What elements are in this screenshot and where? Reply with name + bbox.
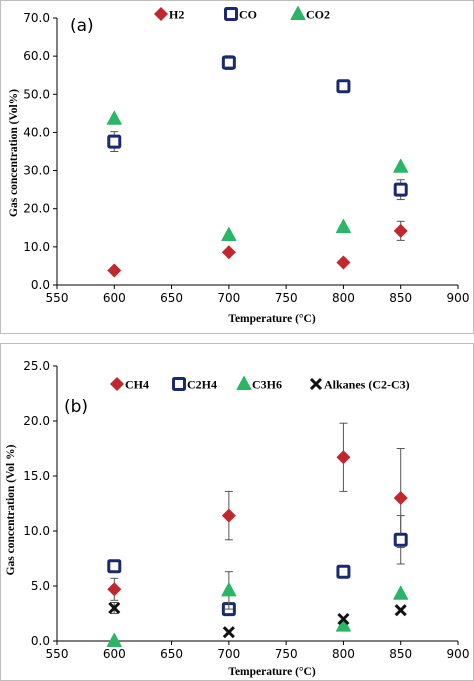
panel-b-legend-marker-c3h6: [236, 376, 252, 390]
panel-a-y-tick-label: 0.0: [31, 278, 50, 292]
panel-b-series-c2h4: [107, 515, 408, 617]
panel-a-legend-marker-h2: [154, 7, 168, 21]
panel-b-point-alkanes-c2-c3-stroke-2: [108, 601, 121, 615]
panel-a-x-tick-label: 800: [332, 291, 355, 305]
panel-b-x-tick-label: 750: [275, 647, 298, 661]
panel-b-series-alkanes-c2-c3: [108, 601, 407, 639]
panel-b-y-tick-label: 20.0: [23, 414, 50, 428]
panel-a-label: (a): [70, 16, 94, 36]
panel-a-legend-label-h2: H2: [169, 8, 184, 22]
panel-b-point-c3h6: [221, 582, 237, 597]
panel-b-legend-marker-alkanes-c2-c3-stroke-2: [309, 377, 323, 391]
panel-a-point-h2: [336, 255, 351, 270]
panel-b-x-tick-label: 650: [160, 647, 183, 661]
panel-a-legend-label-co2: CO2: [306, 8, 330, 22]
panel-b-label: (b): [64, 397, 88, 417]
panel-b-y-tick-label: 5.0: [31, 579, 50, 593]
panel-a-y-tick-label: 60.0: [23, 49, 50, 63]
panel-a-series-co: [107, 55, 408, 201]
panel-a: (a) Temperature (°C) Gas concentration (…: [0, 0, 474, 334]
panel-b-border: [0, 343, 474, 681]
panel-b-point-alkanes-c2-c3: [337, 612, 350, 626]
panel-a-point-h2: [393, 223, 408, 238]
panel-a-point-h2: [221, 245, 236, 260]
panel-a-series-h2: [107, 220, 408, 278]
panel-b-x-tick-label: 550: [46, 647, 69, 661]
panel-a-x-tick-label: 550: [46, 291, 69, 305]
panel-b-point-alkanes-c2-c3: [108, 601, 121, 615]
panel-a-point-co2: [106, 110, 122, 125]
panel-b-legend-label-alkanes-c2-c3: Alkanes (C2-C3): [324, 378, 410, 392]
panel-b-x-tick-label: 700: [217, 647, 240, 661]
panel-a-point-co: [336, 79, 351, 94]
panel-a-y-tick-label: 20.0: [23, 202, 50, 216]
panel-a-x-tick-label: 600: [103, 291, 126, 305]
panel-a-x-tick-label: 900: [447, 291, 470, 305]
panel-a-series-co2: [106, 110, 409, 242]
panel-a-legend-marker-co2: [290, 6, 306, 20]
panel-b-y-tick-label: 0.0: [31, 634, 50, 648]
panel-a-ylabel: Gas concentration (Vol%): [8, 89, 20, 217]
panel-a-point-co: [107, 134, 122, 149]
panel-b-point-ch4: [107, 582, 122, 597]
panel-b-legend-label-c3h6: C3H6: [252, 378, 282, 392]
panel-b-legend-ch4: CH4: [110, 377, 149, 392]
panel-b-legend-c2h4: C2H4: [172, 377, 217, 392]
panel-b-point-alkanes-c2-c3-stroke-2: [394, 604, 407, 617]
panel-a-y-tick-label: 10.0: [23, 240, 50, 254]
panel-a-point-co2: [393, 158, 409, 173]
panel-a-point-co2: [335, 219, 351, 234]
panel-b-point-ch4: [336, 450, 351, 465]
panel-b-legend-marker-ch4: [110, 377, 124, 391]
panel-b-point-alkanes-c2-c3-stroke-2: [222, 626, 235, 639]
panel-b-legend-label-c2h4: C2H4: [187, 378, 217, 392]
panel-b-point-c3h6: [106, 633, 122, 647]
panel-a-y-tick-label: 40.0: [23, 125, 50, 139]
panel-b-point-c2h4: [107, 559, 122, 574]
panel-b-point-c2h4: [393, 532, 408, 547]
panel-b-legend-alkanes-c2-c3: Alkanes (C2-C3): [309, 377, 410, 392]
panel-a-xlabel: Temperature (°C): [228, 313, 315, 325]
panel-b-legend-c3h6: C3H6: [236, 376, 282, 392]
panel-b-x-tick-label: 600: [103, 647, 126, 661]
panel-b-legend-marker-c2h4: [172, 377, 186, 391]
panel-a-legend-marker-co: [224, 7, 238, 21]
panel-b-legend-marker-alkanes-c2-c3: [309, 377, 323, 391]
panel-b-x-tick-label: 800: [332, 647, 355, 661]
panel-b-point-alkanes-c2-c3-stroke-2: [337, 612, 350, 626]
panel-b-ylabel: Gas concentration (Vol %): [5, 444, 17, 575]
panel-b-series-ch4: [107, 422, 408, 601]
panel-a-x-tick-label: 650: [160, 291, 183, 305]
panel-a-y-tick-label: 50.0: [23, 87, 50, 101]
panel-b-point-c2h4: [336, 564, 351, 579]
panel-b-legend-label-ch4: CH4: [125, 378, 149, 392]
panel-a-x-tick-label: 850: [389, 291, 412, 305]
panel-a-x-tick-label: 700: [217, 291, 240, 305]
panel-b-x-tick-label: 900: [447, 647, 470, 661]
panel-a-point-h2: [107, 263, 122, 278]
panel-b-y-tick-label: 10.0: [23, 524, 50, 538]
panel-a-y-tick-label: 70.0: [23, 11, 50, 25]
panel-a-legend-label-co: CO: [239, 8, 257, 22]
panel-b-series-c3h6: [106, 571, 409, 647]
panel-b-xlabel: Temperature (°C): [228, 666, 315, 678]
panel-a-point-co: [393, 182, 408, 197]
panel-b-point-ch4: [221, 508, 236, 523]
panel-b-point-alkanes-c2-c3: [222, 626, 235, 639]
panel-b-point-alkanes-c2-c3: [394, 604, 407, 617]
panel-a-point-co: [221, 55, 236, 70]
panel-a-legend-co2: CO2: [290, 6, 330, 22]
panel-b-x-tick-label: 850: [389, 647, 412, 661]
panel-b-point-ch4: [393, 491, 408, 505]
panel-b-y-tick-label: 15.0: [23, 469, 50, 483]
panel-a-legend-h2: H2: [154, 7, 184, 22]
panel-a-y-tick-label: 30.0: [23, 164, 50, 178]
panel-a-legend-co: CO: [224, 7, 257, 22]
panel-b-y-tick-label: 25.0: [23, 359, 50, 373]
panel-a-point-co2: [221, 227, 237, 242]
panel-a-x-tick-label: 750: [275, 291, 298, 305]
panel-b-point-c3h6: [393, 585, 409, 600]
panel-b: (b) Temperature (°C) Gas concentration (…: [0, 343, 474, 681]
